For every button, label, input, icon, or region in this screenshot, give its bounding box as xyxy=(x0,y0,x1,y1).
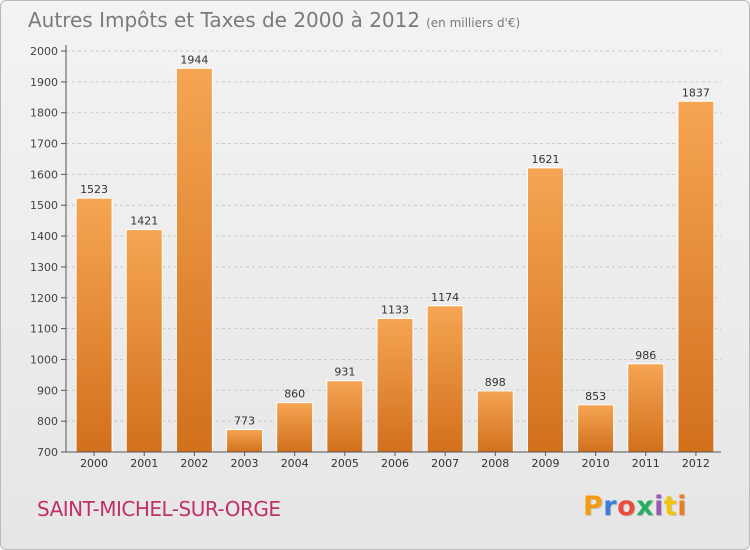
bar-2003 xyxy=(226,428,264,453)
brand-letter: o xyxy=(617,491,637,522)
grid-lines xyxy=(66,50,721,453)
bar-value-label: 1421 xyxy=(130,215,158,228)
bar-2005 xyxy=(326,380,364,453)
y-tick-label: 1700 xyxy=(30,138,58,151)
brand-letter: P xyxy=(583,491,604,522)
bar-2011 xyxy=(627,363,665,453)
bar-value-label: 1174 xyxy=(431,291,459,304)
y-tick-label: 1800 xyxy=(30,107,58,120)
x-tick-label: 2002 xyxy=(180,457,208,470)
bar-value-label: 1621 xyxy=(531,153,559,166)
y-tick-label: 700 xyxy=(37,446,58,459)
title-unit: (en milliers d'€) xyxy=(426,16,521,30)
x-tick-label: 2003 xyxy=(231,457,259,470)
y-tick-label: 900 xyxy=(37,384,58,397)
bar-value-label: 773 xyxy=(234,414,255,427)
title-text: Autres Impôts et Taxes de 2000 à 2012 xyxy=(28,8,421,32)
bar-2009 xyxy=(526,167,564,453)
y-tick-label: 1300 xyxy=(30,261,58,274)
y-tick-label: 800 xyxy=(37,415,58,428)
x-tick-label: 2007 xyxy=(431,457,459,470)
y-tick-label: 1000 xyxy=(30,353,58,366)
bar-2001 xyxy=(125,229,163,453)
bar-2002 xyxy=(175,67,213,453)
bar-2007 xyxy=(426,305,464,453)
x-tick-label: 2000 xyxy=(80,457,108,470)
bar-value-label: 931 xyxy=(334,366,355,379)
brand-letter: t xyxy=(663,491,678,522)
y-tick-label: 1900 xyxy=(30,76,58,89)
bar-value-label: 1133 xyxy=(381,303,409,316)
bar-value-label: 898 xyxy=(485,376,506,389)
bar-value-label: 1523 xyxy=(80,183,108,196)
bar-value-label: 860 xyxy=(284,388,305,401)
x-tick-label: 2012 xyxy=(682,457,710,470)
x-tick-label: 2006 xyxy=(381,457,409,470)
bar-labels: 1523 1421 1944 773 860 931 1133 1174 898 1621 853 9… xyxy=(80,53,710,427)
bar-2010 xyxy=(577,404,615,453)
commune-name: SAINT-MICHEL-SUR-ORGE xyxy=(37,497,281,521)
brand-letter: r xyxy=(603,491,618,522)
x-tick-label: 2009 xyxy=(531,457,559,470)
y-axis: 700 800 900 1000 1100 1200 1300 1400 1500 1600 170… xyxy=(30,45,67,459)
x-tick-label: 2010 xyxy=(582,457,610,470)
bar-value-label: 853 xyxy=(585,390,606,403)
bar-2000 xyxy=(75,197,113,453)
brand-letter: x xyxy=(636,491,655,522)
x-tick-label: 2001 xyxy=(130,457,158,470)
bar-2012 xyxy=(677,100,715,453)
brand-letter: i xyxy=(677,491,688,522)
x-tick-label: 2011 xyxy=(632,457,660,470)
x-tick-label: 2008 xyxy=(481,457,509,470)
y-tick-label: 1400 xyxy=(30,230,58,243)
proxiti-logo: Proxiti xyxy=(583,491,687,522)
bars xyxy=(75,67,715,453)
chart-title: Autres Impôts et Taxes de 2000 à 2012 (en… xyxy=(28,8,520,32)
x-axis: 2000 2001 2002 2003 2004 2005 2006 2007 2008 2009… xyxy=(66,451,721,470)
y-tick-label: 1100 xyxy=(30,323,58,336)
x-tick-label: 2004 xyxy=(281,457,309,470)
bar-2006 xyxy=(376,317,414,453)
bar-2004 xyxy=(276,402,314,453)
y-tick-label: 1200 xyxy=(30,292,58,305)
y-tick-label: 2000 xyxy=(30,45,58,58)
bar-2008 xyxy=(476,390,514,453)
bar-value-label: 986 xyxy=(635,349,656,362)
brand-letter: i xyxy=(654,491,664,522)
y-tick-label: 1500 xyxy=(30,199,58,212)
bar-value-label: 1944 xyxy=(180,53,208,66)
x-tick-label: 2005 xyxy=(331,457,359,470)
bar-value-label: 1837 xyxy=(682,86,710,99)
y-tick-label: 1600 xyxy=(30,168,58,181)
